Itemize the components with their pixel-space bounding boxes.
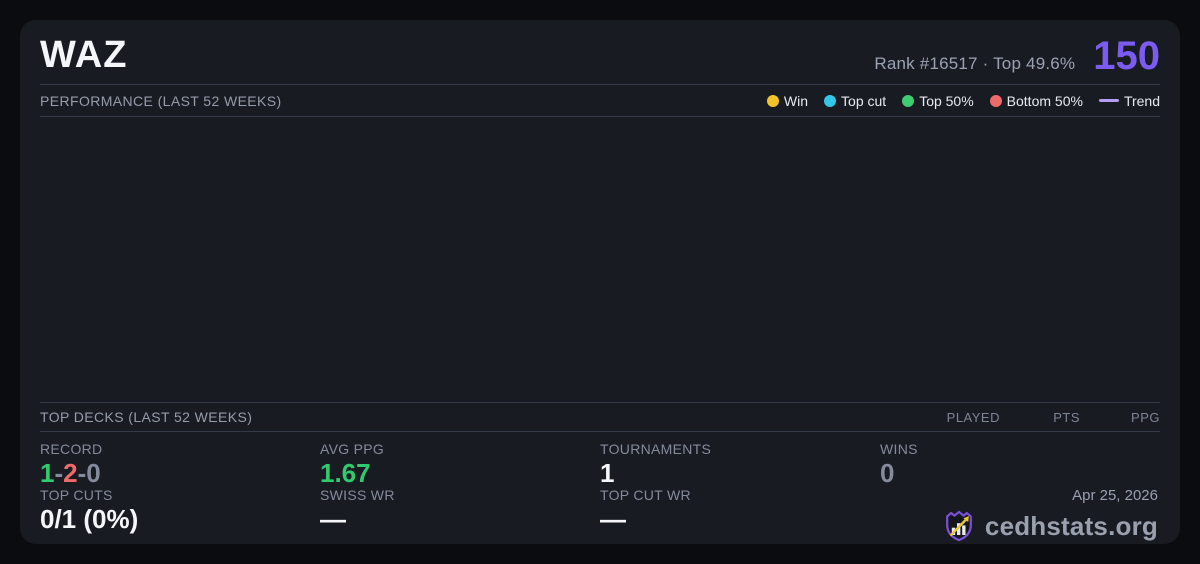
avg-ppg-label: AVG PPG xyxy=(320,441,385,457)
top-decks-columns: PLAYED PTS PPG xyxy=(920,410,1160,425)
top-decks-header-row: TOP DECKS (LAST 52 WEEKS) PLAYED PTS PPG xyxy=(40,403,1160,431)
wins-label: WINS xyxy=(880,441,918,457)
tournaments-label: TOURNAMENTS xyxy=(600,441,712,457)
legend-label-bottom50: Bottom 50% xyxy=(1006,92,1083,109)
top-decks-divider xyxy=(40,431,1160,432)
avg-ppg-value: 1.67 xyxy=(320,458,371,488)
legend-item-top50[interactable]: Top 50% xyxy=(902,92,974,109)
rank-text: Rank #16517 · Top 49.6% xyxy=(874,54,1076,73)
top-cut-dot-icon xyxy=(824,94,837,107)
footer: Apr 25, 2026 cedhstats.org xyxy=(880,487,1160,544)
legend-item-trend[interactable]: Trend xyxy=(1098,92,1160,109)
chart-legend: Win Top cut Top 50% Bottom 50% Trend xyxy=(766,92,1160,109)
column-played: PLAYED xyxy=(946,409,1000,425)
top50-dot-icon xyxy=(902,94,915,107)
stat-record: RECORD 1-2-0 xyxy=(40,441,320,487)
trend-line-icon xyxy=(1098,99,1119,102)
rank-summary: Rank #16517 · Top 49.6% 150 xyxy=(874,28,1160,76)
legend-item-top-cut[interactable]: Top cut xyxy=(824,93,886,109)
swiss-wr-label: SWISS WR xyxy=(320,487,395,504)
legend-item-bottom50[interactable]: Bottom 50% xyxy=(989,92,1083,109)
stat-avg-ppg: AVG PPG 1.67 xyxy=(320,441,600,487)
brand-link[interactable]: cedhstats.org xyxy=(941,508,1158,544)
bottom50-dot-icon xyxy=(989,94,1002,107)
win-dot-icon xyxy=(766,94,779,107)
legend-label-trend: Trend xyxy=(1123,92,1160,109)
score-value: 150 xyxy=(1093,34,1160,78)
legend-label-win: Win xyxy=(783,92,809,109)
wins-value: 0 xyxy=(880,458,895,488)
record-losses: 2 xyxy=(63,458,78,488)
brand-text: cedhstats.org xyxy=(984,510,1158,541)
performance-divider xyxy=(40,116,1160,117)
chart-bottom-divider xyxy=(40,402,1160,403)
stat-top-cut-wr: TOP CUT WR — xyxy=(600,487,880,544)
player-name: WAZ xyxy=(40,34,128,76)
generated-date: Apr 25, 2026 xyxy=(1072,487,1158,505)
legend-label-top50: Top 50% xyxy=(919,92,974,109)
swiss-wr-value: — xyxy=(320,504,346,535)
record-draws: 0 xyxy=(86,458,101,488)
stats-card: WAZ Rank #16517 · Top 49.6% 150 PERFORMA… xyxy=(20,20,1180,544)
record-wins: 1 xyxy=(40,458,55,488)
record-label: RECORD xyxy=(40,441,103,457)
stat-tournaments: TOURNAMENTS 1 xyxy=(600,441,880,487)
performance-chart xyxy=(40,117,1160,402)
header-divider xyxy=(40,84,1160,85)
top-cuts-value: 0/1 (0%) xyxy=(40,504,139,535)
card-header: WAZ Rank #16517 · Top 49.6% 150 xyxy=(40,20,1160,84)
top-cuts-label: TOP CUTS xyxy=(40,487,113,504)
stat-swiss-wr: SWISS WR — xyxy=(320,487,600,544)
stat-top-cuts: TOP CUTS 0/1 (0%) xyxy=(40,487,320,544)
stats-grid: RECORD 1-2-0 AVG PPG 1.67 TOURNAMENTS 1 … xyxy=(40,432,1160,544)
top-cut-wr-value: — xyxy=(600,504,626,535)
top-cut-wr-label: TOP CUT WR xyxy=(600,487,691,504)
column-pts: PTS xyxy=(1053,409,1080,425)
legend-label-top-cut: Top cut xyxy=(841,92,887,109)
performance-section-title: PERFORMANCE (LAST 52 WEEKS) xyxy=(40,92,282,109)
column-ppg: PPG xyxy=(1131,409,1160,425)
tournaments-value: 1 xyxy=(600,458,615,488)
record-sep1: - xyxy=(54,458,64,488)
record-sep2: - xyxy=(77,458,87,488)
performance-header-row: PERFORMANCE (LAST 52 WEEKS) Win Top cut … xyxy=(40,85,1160,116)
cedhstats-shield-logo-icon xyxy=(945,511,972,542)
top-decks-section-title: TOP DECKS (LAST 52 WEEKS) xyxy=(40,409,253,425)
legend-item-win[interactable]: Win xyxy=(766,92,809,109)
stat-wins: WINS 0 xyxy=(880,441,1160,487)
record-value: 1-2-0 xyxy=(40,458,320,488)
